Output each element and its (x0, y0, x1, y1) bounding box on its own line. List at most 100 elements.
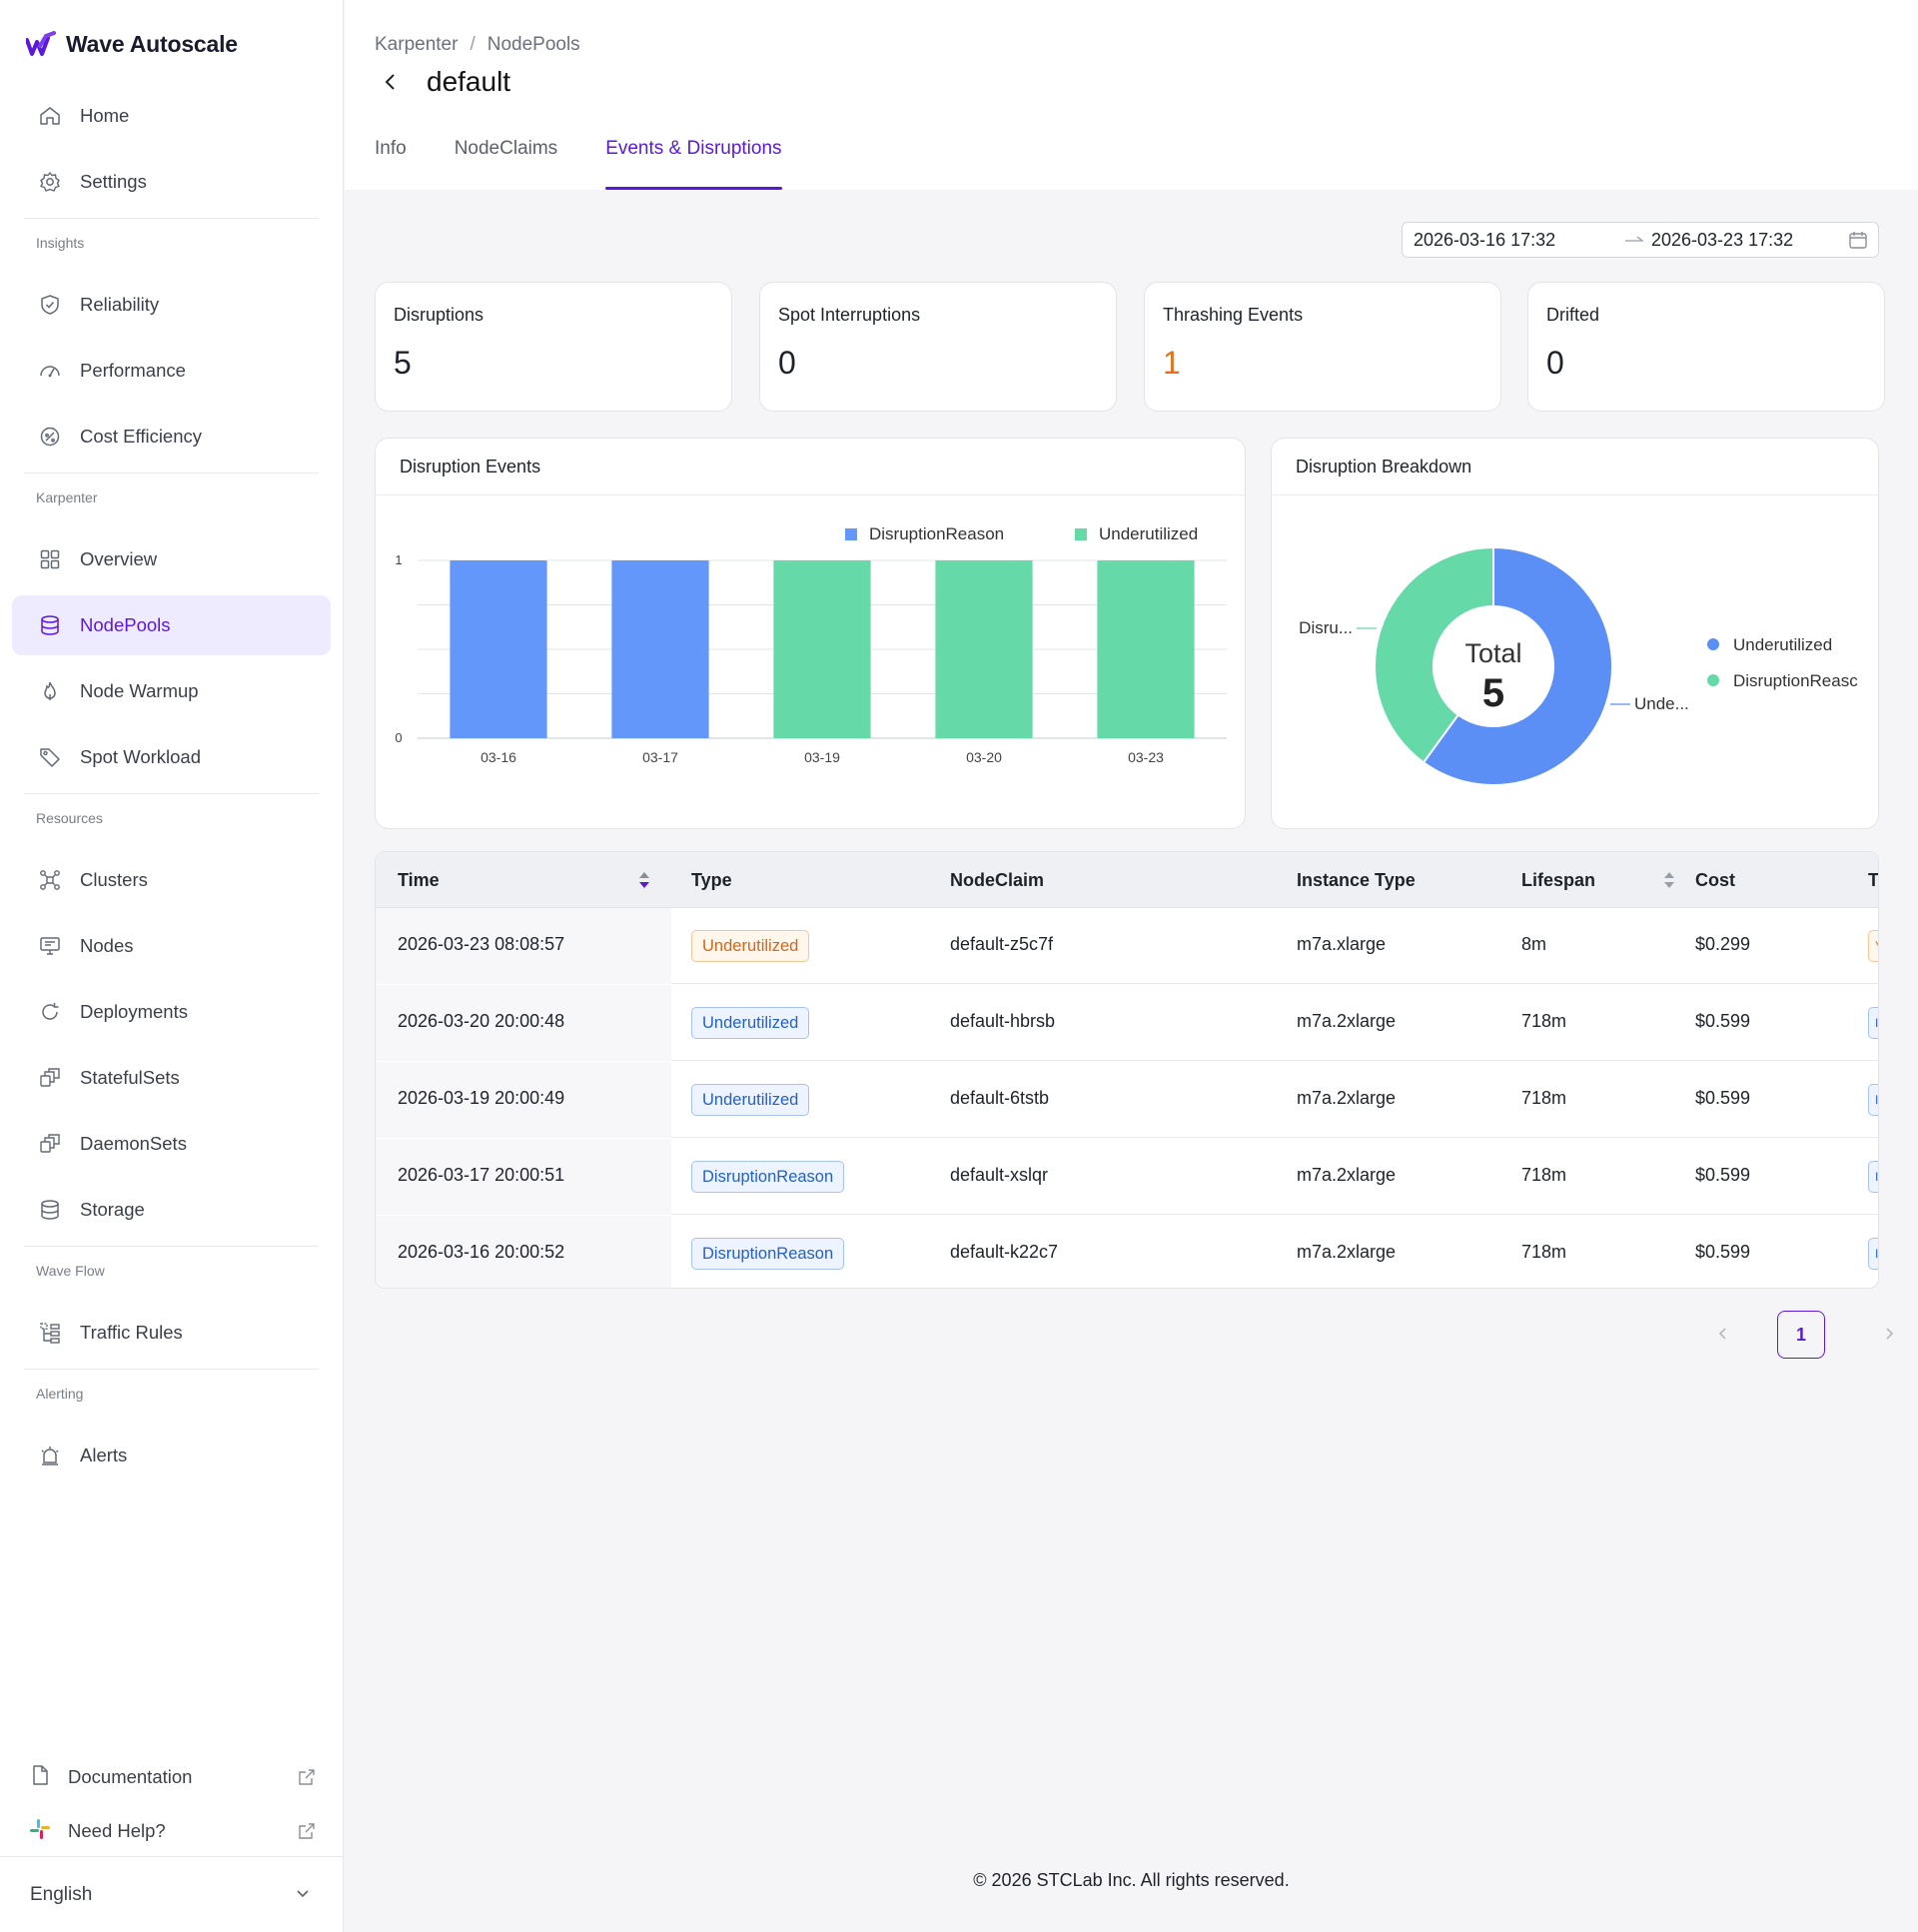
sidebar-section-title: Resources (36, 810, 103, 826)
donut-label-underutilized: Unde... (1634, 694, 1689, 713)
tab-bar: Info NodeClaims Events & Disruptions (375, 138, 782, 190)
sidebar-link-documentation[interactable]: Documentation (0, 1750, 343, 1804)
sidebar-item-home[interactable]: Home (12, 86, 331, 146)
stat-label: Disruptions (394, 305, 484, 325)
column-header-time[interactable]: Time (398, 870, 440, 890)
sort-icon[interactable] (637, 868, 651, 892)
type-badge: DisruptionReason (691, 1161, 845, 1193)
chevron-left-icon (385, 74, 395, 90)
legend-dot-disruptionreason (1707, 674, 1719, 686)
cell-cost: $0.299 (1695, 934, 1751, 954)
bar-underutilized-03-20 (935, 560, 1033, 738)
table-row[interactable]: 2026-03-20 20:00:48 Underutilized defaul… (376, 985, 1878, 1061)
type-badge: DisruptionReason (691, 1238, 845, 1270)
stat-card-spot-interruptions: Spot Interruptions 0 (759, 282, 1117, 412)
sidebar-item-label: Clusters (80, 869, 148, 890)
sidebar-item-settings[interactable]: Settings (12, 152, 331, 212)
stack-icon (40, 1068, 60, 1087)
sidebar-item-nodes[interactable]: Nodes (12, 916, 331, 976)
column-header-cost: Cost (1695, 870, 1735, 890)
table-row[interactable]: 2026-03-19 20:00:49 Underutilized defaul… (376, 1062, 1878, 1138)
sidebar-divider (24, 1246, 319, 1247)
cell-nodeclaim[interactable]: default-hbrsb (950, 1011, 1056, 1031)
page-number-button[interactable]: 1 (1777, 1311, 1825, 1359)
sidebar-item-reliability[interactable]: Reliability (12, 275, 331, 335)
sidebar-item-cost-efficiency[interactable]: Cost Efficiency (12, 407, 331, 467)
sidebar-item-storage[interactable]: Storage (12, 1180, 331, 1240)
date-range-picker[interactable]: 2026-03-16 17:32 2026-03-23 17:32 (1402, 222, 1879, 258)
language-select[interactable]: English (0, 1856, 343, 1932)
sidebar-item-traffic-rules[interactable]: Traffic Rules (12, 1303, 331, 1363)
sidebar-link-need-help[interactable]: Need Help? (0, 1804, 343, 1858)
sidebar-item-clusters[interactable]: Clusters (12, 850, 331, 910)
column-header-type: Type (691, 870, 732, 890)
language-value: English (30, 1883, 93, 1905)
sidebar-item-label: Home (80, 105, 130, 126)
stat-label: Drifted (1546, 305, 1600, 325)
cell-lifespan: 718m (1521, 1242, 1567, 1262)
sidebar-item-performance[interactable]: Performance (12, 341, 331, 401)
next-page-button[interactable] (1874, 1319, 1904, 1349)
sidebar-item-spot-workload[interactable]: Spot Workload (12, 727, 331, 787)
stat-value: 0 (778, 345, 796, 381)
x-tick-label: 03-16 (480, 749, 516, 765)
cell-nodeclaim[interactable]: default-6tstb (950, 1088, 1050, 1108)
tab-nodeclaims[interactable]: NodeClaims (454, 138, 558, 159)
cell-nodeclaim[interactable]: default-z5c7f (950, 934, 1054, 954)
sidebar-item-label: Nodes (80, 935, 134, 956)
slack-icon (30, 1818, 50, 1839)
sidebar-bottom-links: Documentation Need Help? (0, 1750, 343, 1858)
previous-page-button[interactable] (1708, 1319, 1738, 1349)
cell-nodeclaim[interactable]: default-k22c7 (950, 1242, 1059, 1262)
sidebar-item-overview[interactable]: Overview (12, 529, 331, 589)
table-row[interactable]: 2026-03-16 20:00:52 DisruptionReason def… (376, 1216, 1878, 1288)
legend-swatch-disruptionreason (845, 528, 857, 540)
sidebar-item-label: Storage (80, 1199, 145, 1220)
home-icon (40, 107, 60, 125)
sidebar-item-nodepools[interactable]: NodePools (12, 595, 331, 655)
column-header-instance-type: Instance Type (1297, 870, 1416, 890)
column-header-lifespan[interactable]: Lifespan (1521, 870, 1596, 890)
sidebar-item-deployments[interactable]: Deployments (12, 982, 331, 1042)
sidebar-link-label: Need Help? (68, 1820, 166, 1841)
breadcrumb-item-nodepools[interactable]: NodePools (486, 34, 580, 55)
sort-icon[interactable] (1662, 868, 1676, 892)
app-logo[interactable]: Wave Autoscale (26, 26, 238, 62)
donut-slice-disruptionreason (1374, 545, 1494, 764)
sidebar-item-node-warmup[interactable]: Node Warmup (12, 661, 331, 721)
flow-icon (40, 1323, 60, 1344)
breadcrumb-item-karpenter[interactable]: Karpenter (375, 34, 459, 55)
stat-value: 1 (1163, 345, 1181, 381)
x-tick-label: 03-20 (966, 749, 1002, 765)
truncated-badge: Y (1868, 930, 1878, 962)
cell-time: 2026-03-17 20:00:51 (398, 1165, 565, 1185)
flame-icon (44, 681, 56, 700)
calendar-icon (1849, 232, 1867, 249)
cell-instance-type: m7a.2xlarge (1297, 1011, 1397, 1031)
bar-disruptionreason-03-16 (450, 560, 547, 738)
table-row[interactable]: 2026-03-17 20:00:51 DisruptionReason def… (376, 1139, 1878, 1215)
cell-time: 2026-03-23 08:08:57 (398, 934, 565, 954)
date-range-start[interactable]: 2026-03-16 17:32 (1414, 229, 1556, 250)
bar-underutilized-03-19 (773, 560, 871, 738)
cell-nodeclaim[interactable]: default-xslqr (950, 1165, 1049, 1185)
cell-lifespan: 718m (1521, 1011, 1567, 1031)
sidebar-item-alerts[interactable]: Alerts (12, 1426, 331, 1485)
truncated-badge: I (1868, 1007, 1878, 1039)
y-tick-label: 1 (395, 552, 402, 567)
gear-icon (40, 172, 60, 192)
table-row[interactable]: 2026-03-23 08:08:57 Underutilized defaul… (376, 908, 1878, 984)
sidebar-item-statefulsets[interactable]: StatefulSets (12, 1048, 331, 1108)
tab-info[interactable]: Info (375, 138, 407, 159)
sidebar-item-daemonsets[interactable]: DaemonSets (12, 1114, 331, 1174)
breadcrumb-separator: / (470, 34, 476, 55)
date-range-end[interactable]: 2026-03-23 17:32 (1651, 229, 1794, 250)
sidebar-item-label: Overview (80, 548, 158, 569)
cell-cost: $0.599 (1695, 1011, 1751, 1031)
cell-lifespan: 718m (1521, 1088, 1567, 1108)
back-button[interactable] (375, 66, 407, 98)
tab-events-disruptions[interactable]: Events & Disruptions (605, 138, 782, 190)
external-link-icon (299, 1823, 315, 1839)
legend-label-disruptionreason: DisruptionReason (869, 524, 1004, 543)
